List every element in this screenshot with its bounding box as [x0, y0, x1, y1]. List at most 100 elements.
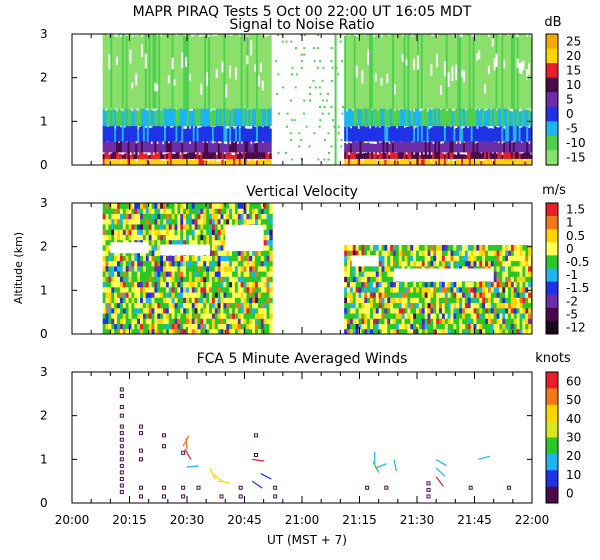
velocity-cell — [234, 302, 239, 309]
colorbar-swatch — [546, 307, 558, 322]
velocity-cell — [148, 244, 152, 251]
velocity-cell — [266, 265, 270, 272]
snr-speckle — [314, 86, 317, 89]
velocity-cell — [131, 218, 135, 225]
velocity-cell — [197, 328, 201, 334]
velocity-cell — [496, 276, 500, 283]
snr-cell — [392, 150, 395, 159]
velocity-cell — [240, 250, 244, 256]
time-tick-label: 21:45 — [457, 513, 492, 527]
snr-cell — [208, 125, 211, 142]
velocity-cell — [188, 234, 193, 241]
velocity-cell — [387, 323, 391, 330]
velocity-x-ticks — [71, 203, 533, 334]
velocity-cell — [450, 297, 454, 304]
velocity-cell — [165, 218, 170, 225]
velocity-cell — [525, 292, 529, 298]
snr-cell — [392, 107, 395, 127]
velocity-cell — [347, 313, 351, 319]
snr-cell — [141, 125, 144, 142]
snr-cell — [236, 159, 240, 165]
velocity-cell — [252, 255, 256, 262]
velocity-cell — [174, 255, 178, 262]
snr-gap — [455, 64, 458, 80]
velocity-cell — [165, 313, 170, 319]
velocity-cell — [260, 328, 265, 334]
snr-cell — [386, 125, 389, 142]
snr-cell — [489, 151, 493, 159]
wind-station-marker — [139, 431, 143, 436]
velocity-cell — [381, 313, 385, 319]
snr-cell — [152, 154, 155, 159]
velocity-cell — [473, 302, 477, 309]
snr-cell — [158, 34, 161, 109]
velocity-cell — [232, 313, 236, 319]
snr-cell — [487, 140, 491, 153]
velocity-cell — [206, 218, 210, 225]
velocity-cell — [240, 318, 244, 325]
velocity-cell — [424, 297, 428, 304]
snr-cell — [443, 127, 447, 142]
snr-cell — [223, 160, 226, 165]
velocity-cell — [358, 297, 362, 304]
snr-cell — [399, 151, 403, 159]
snr-cell — [190, 111, 194, 127]
velocity-cell — [240, 218, 244, 225]
velocity-cell — [163, 255, 167, 262]
velocity-cell — [424, 323, 428, 330]
velocity-cell — [459, 260, 463, 267]
velocity-cell — [513, 297, 518, 304]
velocity-cell — [197, 286, 201, 293]
velocity-cell — [266, 281, 270, 288]
velocity-cell — [485, 292, 489, 298]
velocity-cell — [108, 244, 112, 251]
snr-cell — [516, 123, 519, 142]
velocity-cell — [381, 265, 385, 272]
velocity-cell — [148, 229, 152, 235]
velocity-cell — [240, 307, 244, 314]
velocity-cell — [211, 218, 216, 225]
snr-cell — [384, 142, 387, 153]
velocity-cell — [243, 281, 247, 288]
velocity-cell — [522, 307, 526, 314]
velocity-cell — [226, 218, 230, 225]
snr-cell — [380, 142, 383, 153]
snr-cell — [202, 160, 205, 165]
velocity-cell — [367, 318, 371, 325]
velocity-cell — [430, 297, 434, 304]
velocity-cell — [163, 292, 167, 298]
snr-cell — [236, 106, 240, 127]
snr-cell — [102, 140, 105, 153]
velocity-cell — [174, 213, 178, 220]
velocity-cell — [122, 260, 127, 267]
velocity-cell — [157, 318, 161, 325]
velocity-cell — [154, 244, 158, 251]
snr-cell — [434, 105, 437, 127]
velocity-cell — [266, 271, 270, 277]
snr-cell — [259, 124, 263, 142]
velocity-cell — [180, 208, 184, 214]
velocity-cell — [269, 223, 273, 230]
snr-cell — [160, 150, 163, 159]
snr-cell — [493, 34, 496, 109]
snr-cell — [405, 34, 408, 109]
velocity-cell — [226, 307, 230, 314]
snr-cell — [382, 137, 385, 153]
velocity-cell — [188, 223, 193, 230]
velocity-cell — [171, 307, 175, 314]
velocity-cell — [462, 323, 466, 330]
snr-cell — [137, 34, 140, 109]
velocity-cell — [117, 307, 121, 314]
wind-barb — [213, 474, 224, 483]
velocity-cell — [269, 281, 273, 288]
velocity-cell — [157, 271, 161, 277]
snr-cell — [353, 140, 357, 153]
snr-cell — [461, 156, 464, 165]
velocity-cell — [252, 203, 256, 209]
velocity-cell — [183, 328, 187, 334]
snr-cell — [453, 161, 456, 165]
velocity-cell — [197, 213, 201, 220]
snr-cell — [349, 108, 353, 127]
velocity-cell — [229, 297, 233, 304]
velocity-cell — [372, 323, 377, 330]
